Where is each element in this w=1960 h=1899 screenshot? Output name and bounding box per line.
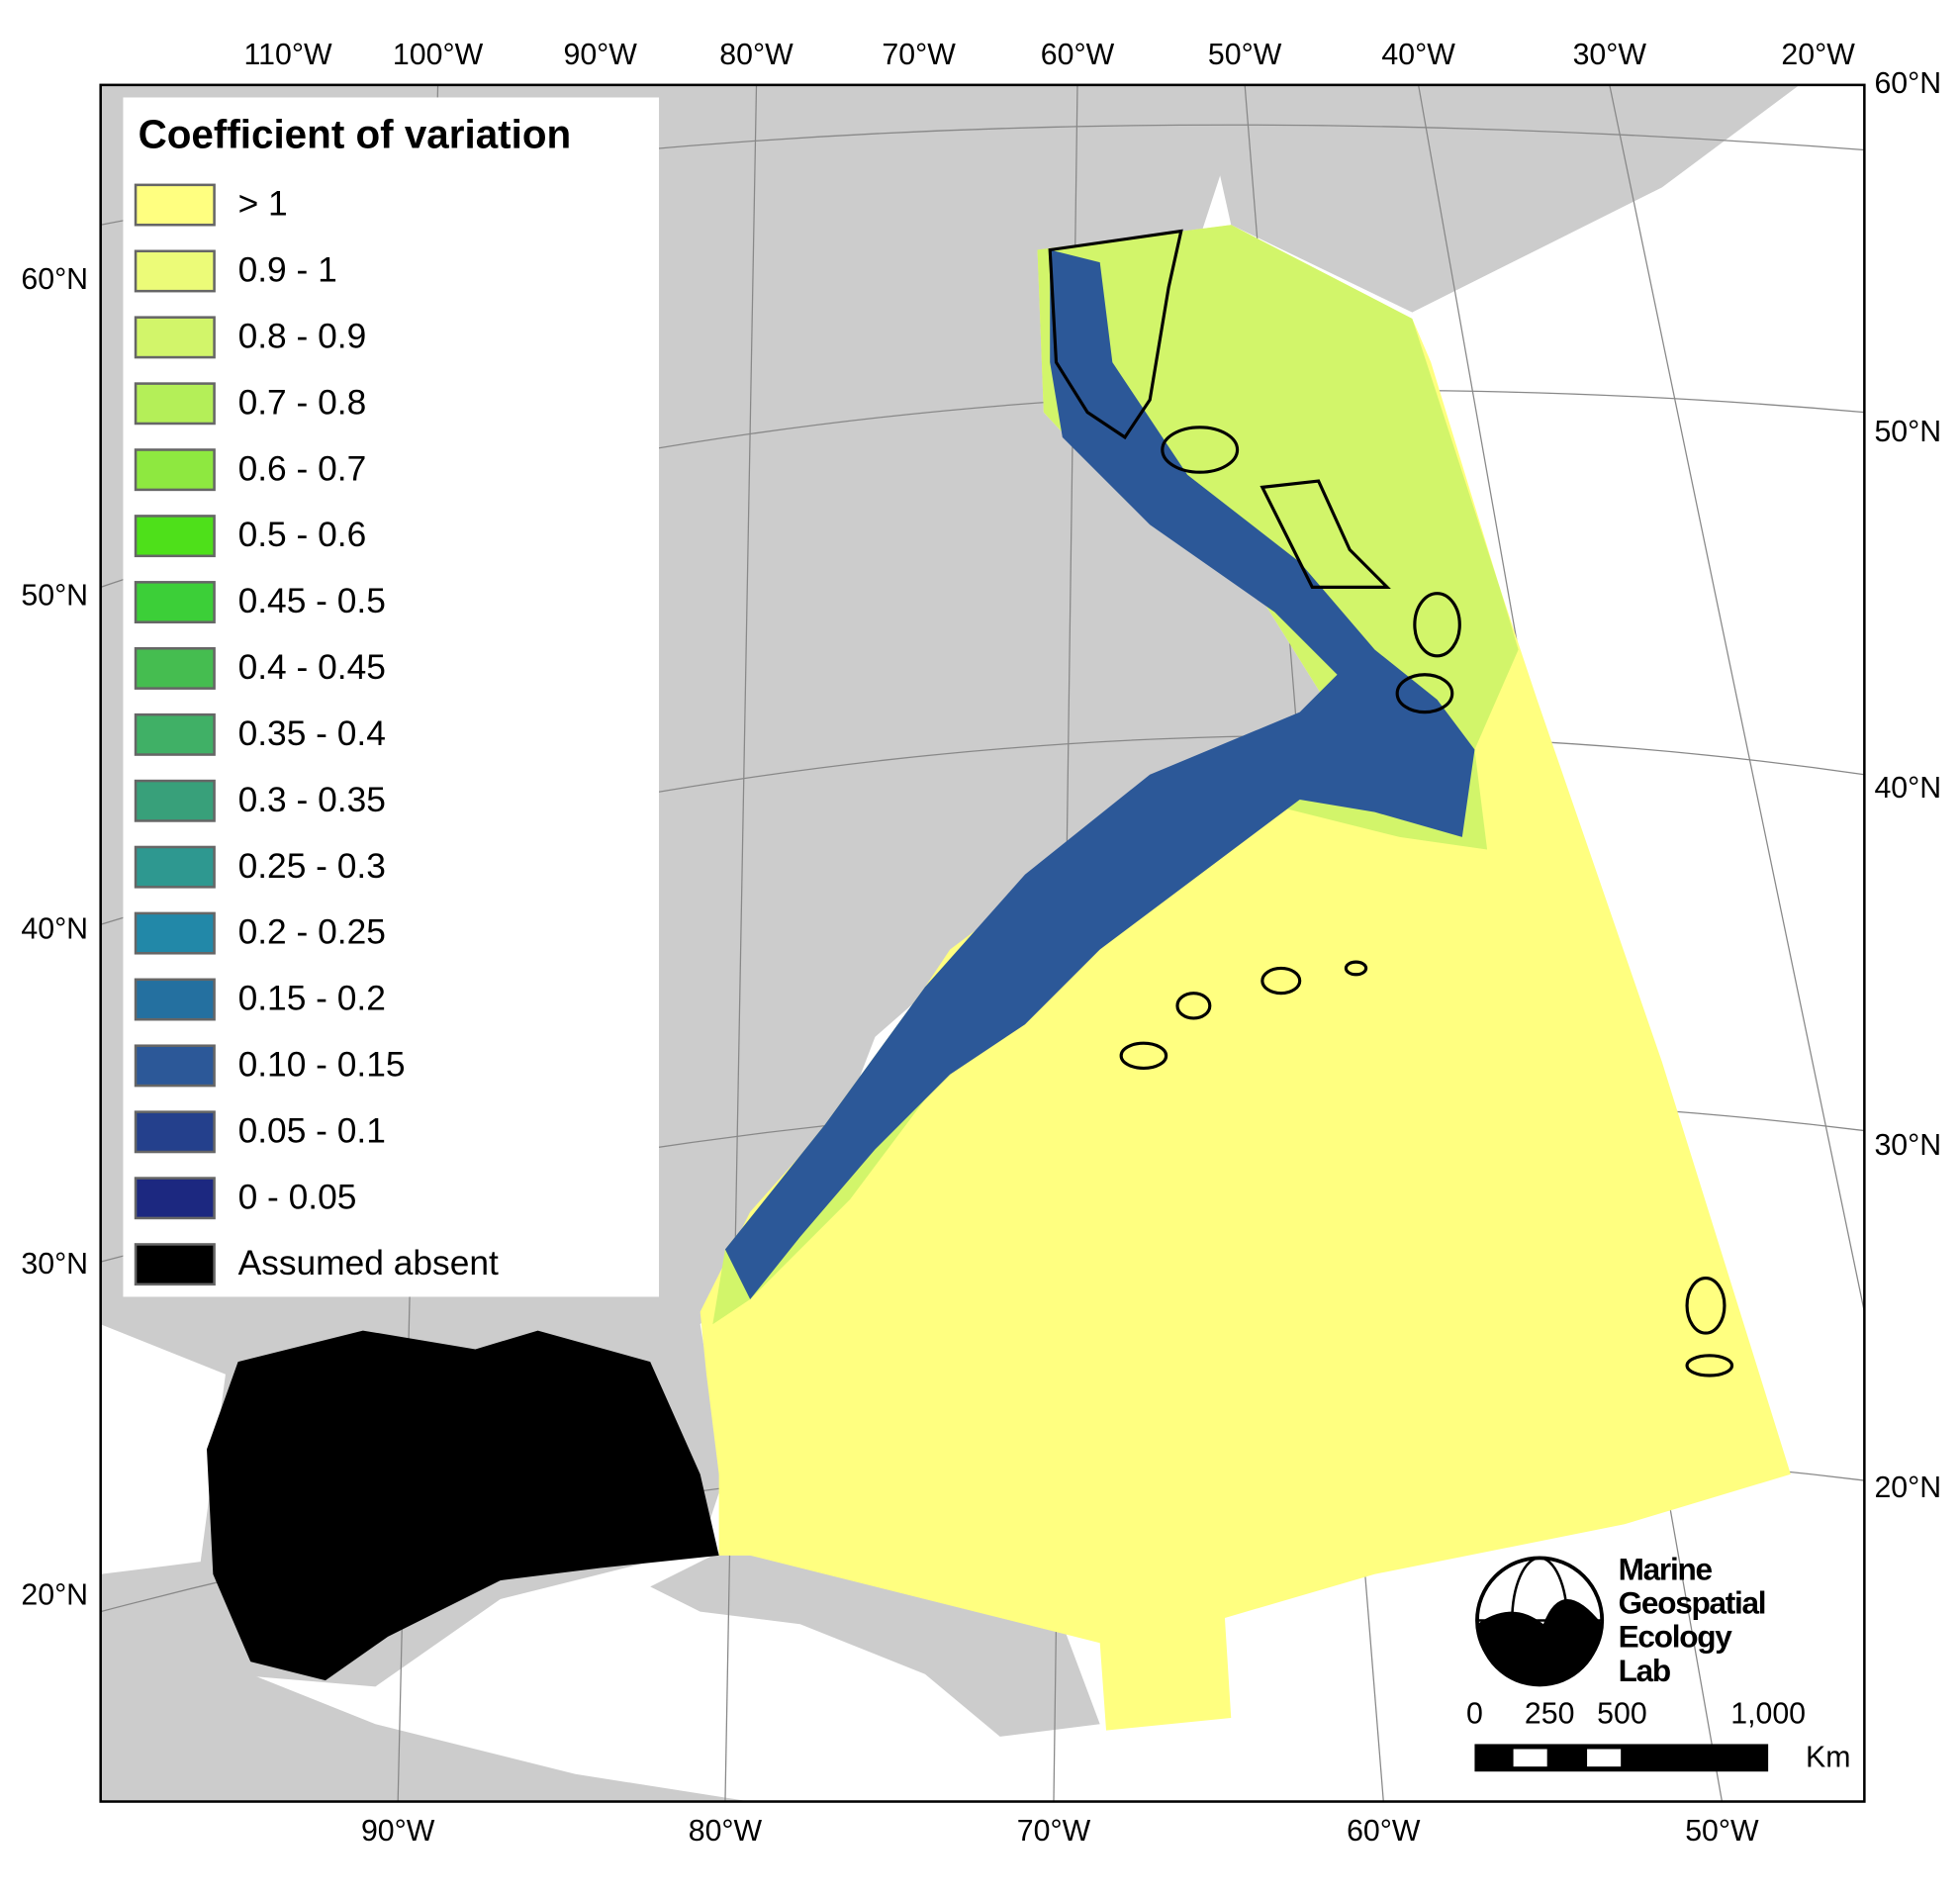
legend-swatch [134,712,216,756]
greenland [1199,84,1800,313]
cv-high [700,225,1791,1731]
outline [1685,1276,1727,1335]
legend-label: 0.35 - 0.4 [238,714,386,753]
outline [1685,1354,1734,1377]
longitude-label: 90°W [361,1815,435,1848]
legend-swatch [134,845,216,889]
logo [1475,1556,1605,1687]
legend-label: 0.8 - 0.9 [238,317,367,355]
legend-label: 0.15 - 0.2 [238,980,386,1018]
legend-swatch [134,911,216,955]
logo-text: Lab [1619,1653,1670,1688]
legend-label: 0.6 - 0.7 [238,449,367,488]
latitude-label: 40°N [1874,772,1941,805]
legend-label: 0.3 - 0.35 [238,781,386,819]
scale-bar-segment [1587,1749,1622,1767]
graticule-line [1609,84,1865,1312]
latitude-label: 30°N [21,1248,88,1281]
legend-swatch [134,1243,216,1286]
legend-swatch [134,316,216,359]
legend-label: 0.25 - 0.3 [238,847,386,886]
longitude-label: 30°W [1573,39,1647,71]
outline [1175,992,1212,1020]
legend-swatch [134,515,216,558]
scale-label: 0 [1466,1697,1483,1730]
legend: Coefficient of variation > 1 0.9 - 1 0.8 -… [123,97,660,1297]
logo-text: Ecology [1619,1619,1733,1655]
longitude-label: 80°W [689,1815,763,1848]
longitude-label: 70°W [882,39,956,71]
longitude-label: 20°W [1781,39,1855,71]
legend-label: 0.10 - 0.15 [238,1046,406,1085]
legend-box [123,97,660,1297]
legend-swatch [134,183,216,227]
longitude-label: 60°W [1041,39,1115,71]
longitude-label: 50°W [1208,39,1282,71]
legend-label: 0.45 - 0.5 [238,582,386,620]
legend-label: Assumed absent [238,1244,499,1282]
outline [1048,229,1183,440]
logo-line [1511,1557,1569,1684]
scale-unit: Km [1806,1742,1850,1774]
outline [1413,592,1461,658]
longitude-label: 40°W [1381,39,1455,71]
latitude-label: 30°N [1874,1129,1941,1162]
latitude-label: 60°N [21,263,88,296]
latitude-label: 40°N [21,913,88,946]
latitude-label: 60°N [1874,67,1941,100]
longitude-label: 90°W [563,39,637,71]
outline [1119,1041,1168,1071]
scale-label: 1,000 [1730,1697,1806,1730]
legend-swatch [134,1044,216,1088]
scale-label: 500 [1597,1697,1647,1730]
latitude-label: 50°N [21,579,88,612]
cv-low [724,249,1475,1299]
outline [1344,960,1368,977]
scale-bar: Km [1474,1742,1850,1774]
legend-label: 0.2 - 0.25 [238,913,386,952]
map-frame [99,83,1866,1803]
legend-swatch [134,1110,216,1154]
legend-label: 0.5 - 0.6 [238,516,367,554]
latitude-label: 50°N [1874,416,1941,448]
logo-text: Geospatial [1619,1585,1766,1621]
longitude-label: 70°W [1017,1815,1091,1848]
legend-label: > 1 [238,185,288,224]
longitude-label: 50°W [1685,1815,1759,1848]
legend-swatch [134,249,216,293]
longitude-label: 110°W [244,39,332,71]
legend-swatch [134,382,216,426]
legend-label: 0.4 - 0.45 [238,648,386,687]
scale-bar-segment [1513,1749,1547,1767]
scale-label: 250 [1525,1697,1575,1730]
legend-title: Coefficient of variation [139,112,572,157]
longitude-label: 80°W [719,39,793,71]
outline [1161,426,1240,474]
outline [1260,966,1302,996]
legend-swatch [134,646,216,690]
legend-swatch [134,581,216,623]
logo-text: Marine [1619,1552,1713,1587]
south-land [100,1562,751,1802]
legend-label: 0.9 - 1 [238,251,337,290]
outline [1395,673,1454,714]
outline [1260,479,1391,589]
longitude-label: 100°W [393,39,484,71]
longitude-label: 60°W [1347,1815,1421,1848]
latitude-label: 20°N [21,1578,88,1611]
legend-label: 0.05 - 0.1 [238,1111,386,1150]
gulf-absent [207,1330,719,1681]
latitude-label: 20°N [1874,1472,1941,1504]
legend-label: 0.7 - 0.8 [238,383,367,422]
legend-swatch [134,1177,216,1220]
legend-swatch [134,448,216,492]
legend-swatch [134,779,216,822]
outlines [1048,229,1734,1377]
legend-label: 0 - 0.05 [238,1178,357,1216]
legend-swatch [134,978,216,1021]
